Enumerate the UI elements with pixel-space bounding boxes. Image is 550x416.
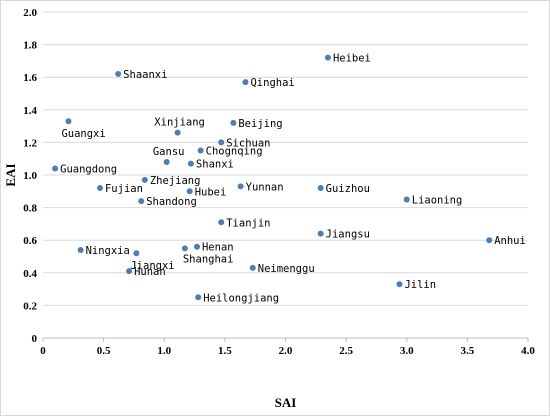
data-point xyxy=(138,198,145,205)
data-point-label: Chognqing xyxy=(206,146,263,158)
data-point-label: Guangdong xyxy=(60,163,117,175)
data-point-label: Shanghai xyxy=(183,253,234,265)
axis-layer: 0 0.2 0.4 0.6 0.8 1.0 1.2 1.4 1.6 1.8 2.0 0 0.5 1.0 1.… xyxy=(23,7,535,357)
data-point-label: Beijing xyxy=(238,118,282,130)
data-point-label: Heilongjiang xyxy=(203,292,279,304)
data-point xyxy=(317,185,324,192)
x-tick-label: 3.0 xyxy=(400,345,414,357)
data-point-label: Xinjiang xyxy=(154,117,205,129)
data-point xyxy=(96,185,103,192)
x-tick-label: 4.0 xyxy=(521,345,535,357)
data-point-label: Jiangsu xyxy=(326,229,370,241)
x-tick-label: 2.0 xyxy=(279,345,293,357)
y-axis-title: EAI xyxy=(3,163,18,186)
data-point-label: Anhui xyxy=(494,235,526,247)
data-point-label: Yunnan xyxy=(246,181,284,193)
labels-layer: Heibei Shaanxi Qinghai Guangxi Beijing Xinjia… xyxy=(60,53,526,305)
data-point xyxy=(186,188,193,195)
y-tick-label: 1.8 xyxy=(23,40,37,52)
data-point xyxy=(486,237,493,244)
data-point xyxy=(237,183,244,190)
points-layer xyxy=(52,54,493,301)
data-point xyxy=(218,139,225,146)
y-tick-label: 1.2 xyxy=(23,137,37,149)
data-point-label: Qinghai xyxy=(250,77,294,89)
y-tick-label: 2.0 xyxy=(23,7,37,19)
data-point xyxy=(396,281,403,288)
data-point-label: Hunan xyxy=(134,266,166,278)
x-tick-label: 1.0 xyxy=(157,345,171,357)
data-point xyxy=(52,165,59,172)
x-tick-label: 2.5 xyxy=(339,345,353,357)
x-axis-title: SAI xyxy=(275,395,297,410)
y-tick-label: 0 xyxy=(32,333,38,345)
data-point xyxy=(324,54,331,61)
y-tick-label: 1.4 xyxy=(23,105,37,117)
data-point xyxy=(115,70,122,77)
data-point-label: Shandong xyxy=(146,196,197,208)
data-point xyxy=(133,250,140,257)
data-point xyxy=(187,160,194,167)
x-tick-label: 0 xyxy=(40,345,46,357)
data-point-label: Hubei xyxy=(195,186,227,198)
y-tick-label: 1.6 xyxy=(23,72,37,84)
data-point xyxy=(218,219,225,226)
x-tick-label: 0.5 xyxy=(97,345,111,357)
data-point-label: Guangxi xyxy=(61,128,105,140)
data-point-label: Heibei xyxy=(333,53,371,65)
data-point-label: Guizhou xyxy=(326,183,370,195)
data-point-label: Jiangxi xyxy=(130,260,174,272)
data-point-label: Zhejiang xyxy=(150,175,201,187)
data-point-label: Jilin xyxy=(404,279,436,291)
data-point xyxy=(242,79,249,86)
data-point xyxy=(197,147,204,154)
y-tick-label: 0.2 xyxy=(23,300,37,312)
data-point-label: Sichuan xyxy=(226,137,270,149)
data-point-label: Shanxi xyxy=(196,159,234,171)
data-point xyxy=(126,268,133,275)
data-point-label: Neimenggu xyxy=(258,263,315,275)
data-point-label: Fujian xyxy=(105,183,143,195)
data-point xyxy=(77,246,84,253)
y-tick-label: 1.0 xyxy=(23,170,37,182)
y-tick-label: 0.4 xyxy=(23,268,37,280)
data-point-label: Liaoning xyxy=(412,194,463,206)
y-tick-label: 0.8 xyxy=(23,203,37,215)
data-point xyxy=(193,243,200,250)
grid-layer xyxy=(43,11,528,306)
data-point xyxy=(181,245,188,252)
data-point xyxy=(403,196,410,203)
data-point-label: Ningxia xyxy=(86,245,130,257)
data-point xyxy=(317,230,324,237)
data-point xyxy=(65,118,72,125)
data-point xyxy=(141,176,148,183)
data-point-label: Henan xyxy=(202,242,234,254)
y-tick-label: 0.6 xyxy=(23,235,37,247)
data-point-label: Shaanxi xyxy=(123,69,167,81)
data-point xyxy=(163,158,170,165)
data-point xyxy=(195,294,202,301)
x-tick-label: 1.5 xyxy=(218,345,232,357)
data-point xyxy=(174,129,181,136)
data-point xyxy=(230,119,237,126)
data-point-label: Gansu xyxy=(153,146,185,158)
x-tick-label: 3.5 xyxy=(461,345,475,357)
data-point-label: Tianjin xyxy=(226,217,270,229)
data-point xyxy=(249,264,256,271)
